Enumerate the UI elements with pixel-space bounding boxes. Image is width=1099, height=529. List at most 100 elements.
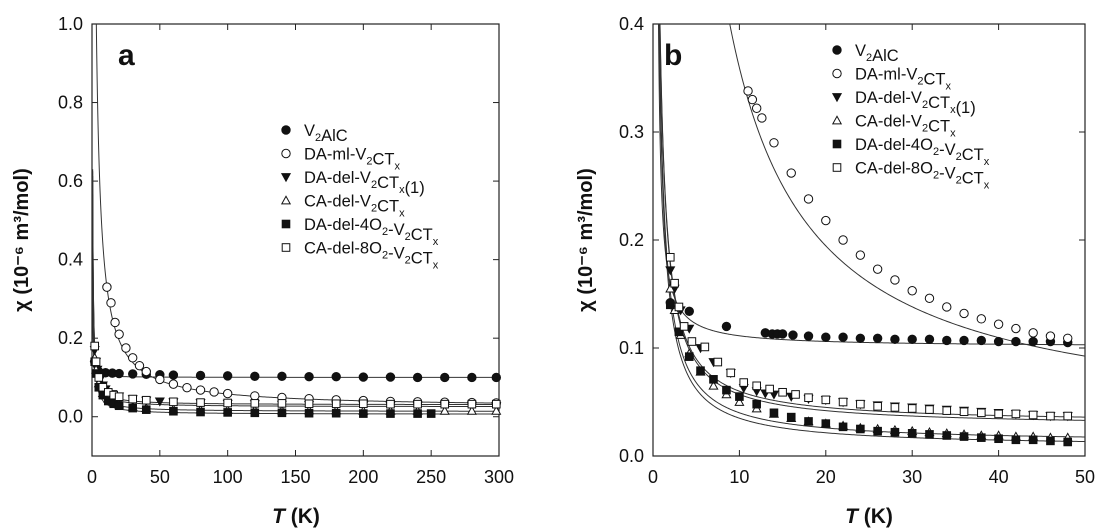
- data-point: [359, 409, 368, 418]
- legend-label: V2AlC: [304, 122, 348, 145]
- data-point: [114, 392, 124, 401]
- data-point: [114, 401, 124, 411]
- x-axis-label-unit: (K): [285, 505, 320, 528]
- x-tick-label: 300: [484, 467, 514, 487]
- data-points: [89, 282, 502, 418]
- data-point: [222, 371, 233, 381]
- data-point: [959, 432, 969, 441]
- data-point: [942, 406, 952, 415]
- data-point: [769, 138, 779, 148]
- data-point: [684, 306, 694, 316]
- data-point: [467, 399, 477, 409]
- data-point: [803, 194, 814, 204]
- legend-label: CA-del-8O2-V2CTx: [855, 160, 990, 192]
- data-point: [491, 372, 501, 383]
- data-point: [994, 409, 1003, 419]
- data-point: [890, 275, 900, 285]
- y-tick-label: 0.2: [619, 230, 644, 250]
- data-point: [804, 417, 813, 426]
- axis-ticks: 0 50 100 150 200 250 300 0.0 0.2 0.4 0.6 0.8 1.0: [58, 14, 514, 487]
- data-point: [890, 403, 900, 412]
- data-point: [959, 308, 969, 319]
- x-tick-label: 50: [1075, 467, 1095, 487]
- x-tick-label: 200: [348, 467, 378, 487]
- data-point: [924, 334, 935, 345]
- legend-label: CA-del-V2CTx: [855, 113, 956, 140]
- legend-marker: [280, 173, 292, 183]
- legend-label: DA-del-V2CTx(1): [855, 89, 976, 117]
- legend-marker: [281, 125, 291, 135]
- data-point: [195, 370, 206, 381]
- data-point: [331, 371, 341, 382]
- data-point: [708, 380, 719, 390]
- x-tick-label: 0: [87, 467, 97, 487]
- data-point: [769, 408, 779, 418]
- data-point: [1046, 411, 1055, 421]
- data-point: [687, 337, 697, 346]
- legend-label: DA-del-4O2-V2CTx: [855, 136, 990, 168]
- data-point: [1028, 435, 1038, 445]
- data-point: [1063, 411, 1073, 421]
- x-axis-label: T (K): [845, 505, 893, 528]
- data-point: [358, 372, 369, 382]
- data-point: [128, 403, 137, 413]
- data-point: [788, 330, 798, 340]
- panel-label: b: [664, 39, 682, 72]
- x-tick-label: 150: [280, 467, 310, 487]
- x-tick-label: 20: [816, 467, 836, 487]
- x-tick-label: 40: [989, 467, 1009, 487]
- fit-line: [95, 24, 499, 404]
- fit-line: [92, 171, 499, 408]
- fit-line: [92, 169, 499, 406]
- data-point: [778, 387, 787, 397]
- data-point: [838, 332, 848, 342]
- data-point: [141, 395, 151, 405]
- data-point: [873, 402, 882, 411]
- data-point: [872, 333, 883, 343]
- data-point: [942, 335, 952, 346]
- data-point: [726, 368, 736, 378]
- data-point: [873, 426, 882, 436]
- data-point: [993, 336, 1004, 347]
- data-point: [907, 429, 917, 438]
- data-point: [440, 372, 450, 383]
- x-axis-label: T (K): [272, 505, 320, 528]
- data-point: [907, 286, 917, 296]
- data-point: [665, 283, 676, 293]
- data-points: [665, 86, 1073, 447]
- data-point: [1045, 331, 1056, 341]
- data-point: [890, 334, 900, 345]
- data-point: [838, 422, 848, 432]
- fit-line: [92, 194, 499, 415]
- data-point: [856, 424, 865, 434]
- data-point: [223, 408, 232, 417]
- x-axis-label-var: T: [845, 505, 860, 528]
- data-point: [168, 379, 179, 389]
- legend-label: DA-del-V2CTx(1): [304, 169, 425, 197]
- data-point: [169, 406, 178, 416]
- data-point: [110, 317, 120, 328]
- data-point: [277, 371, 287, 381]
- data-point: [413, 409, 422, 418]
- data-point: [856, 399, 865, 409]
- data-point: [94, 373, 104, 382]
- data-point: [993, 319, 1004, 329]
- data-point: [304, 408, 314, 418]
- data-point: [491, 405, 502, 415]
- data-point: [734, 396, 745, 406]
- data-point: [713, 357, 723, 367]
- data-point: [665, 252, 675, 262]
- y-tick-label: 0.4: [619, 14, 644, 34]
- data-point: [803, 331, 814, 341]
- data-point: [154, 397, 165, 407]
- data-point: [721, 321, 732, 332]
- legend-marker: [832, 163, 842, 172]
- data-point: [684, 352, 694, 361]
- data-point: [1046, 436, 1055, 446]
- data-point: [976, 314, 987, 324]
- data-point: [959, 335, 969, 346]
- y-tick-label: 0.0: [619, 446, 644, 466]
- legend-label: V2AlC: [855, 42, 899, 65]
- legend-label: CA-del-8O2-V2CTx: [304, 240, 439, 272]
- data-point: [114, 368, 124, 379]
